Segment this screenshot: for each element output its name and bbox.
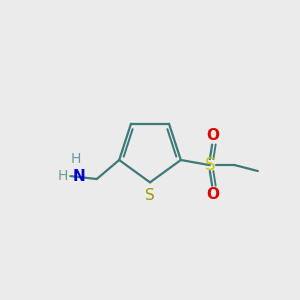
- Text: O: O: [206, 187, 219, 202]
- Text: O: O: [206, 128, 219, 143]
- Text: N: N: [73, 169, 85, 184]
- Text: H: H: [70, 152, 81, 166]
- Text: H: H: [58, 169, 68, 183]
- Text: S: S: [205, 156, 215, 174]
- Text: S: S: [145, 188, 155, 203]
